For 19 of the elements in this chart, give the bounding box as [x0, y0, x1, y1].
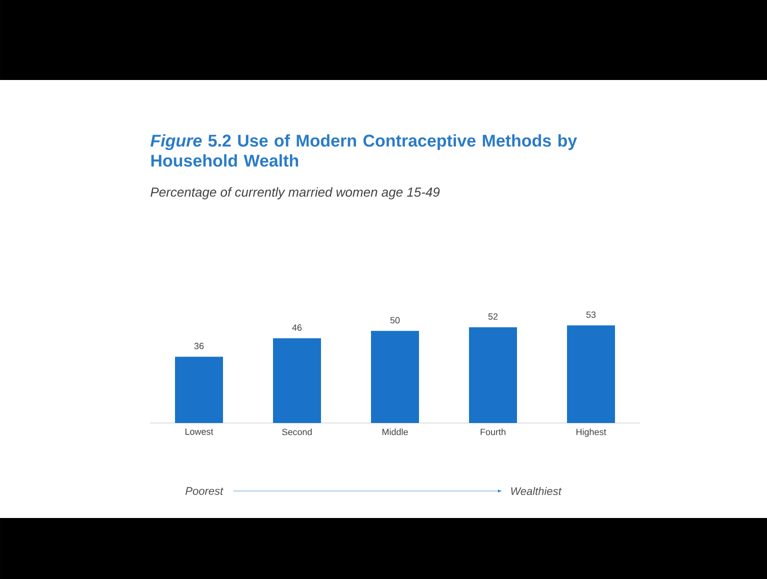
- bar: [469, 327, 518, 423]
- x-tick-label: Highest: [576, 428, 606, 437]
- data-label: 52: [488, 313, 498, 320]
- data-label: 50: [390, 317, 400, 324]
- x-tick-label: Fourth: [480, 428, 506, 436]
- x-tick-label: Middle: [382, 428, 408, 436]
- data-label: 46: [292, 324, 302, 331]
- data-label: 53: [586, 311, 596, 318]
- bar: [175, 356, 224, 423]
- bar: [567, 325, 616, 423]
- bar: [371, 330, 420, 423]
- text: Poorest: [186, 487, 224, 495]
- data-label: 36: [194, 342, 204, 350]
- text: Wealthiest: [511, 486, 562, 496]
- x-tick-label: Lowest: [185, 428, 214, 435]
- chart-subtitle: Percentage of currently married women age 15-49: [150, 187, 440, 200]
- x-tick-label: Second: [282, 428, 312, 436]
- bar: [273, 338, 322, 423]
- chart-title: Figure 5.2 Use of Modern Contraceptive Methods by Household Wealth: [150, 134, 578, 167]
